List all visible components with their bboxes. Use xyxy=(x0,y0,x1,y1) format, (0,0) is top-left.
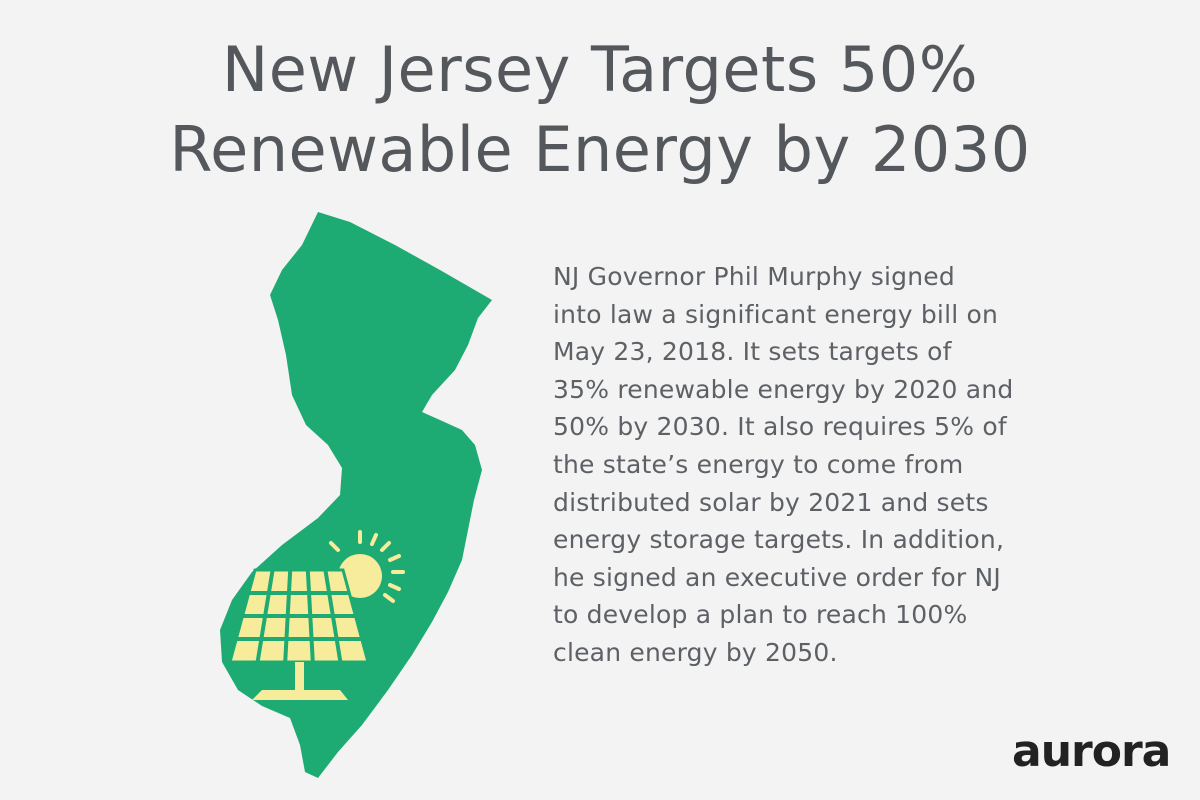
body-text: NJ Governor Phil Murphy signed into law a… xyxy=(553,258,1013,672)
body-line: 50% by 2030. It also requires 5% of xyxy=(553,412,1007,442)
title-line: Renewable Energy by 2030 xyxy=(169,113,1031,186)
logo: aurora xyxy=(1012,726,1171,777)
body-line: distributed solar by 2021 and sets xyxy=(553,487,989,517)
body-line: to develop a plan to reach 100% xyxy=(553,600,968,630)
body-line: into law a significant energy bill on xyxy=(553,299,999,329)
title: New Jersey Targets 50% Renewable Energy b… xyxy=(0,30,1200,190)
body-line: the state’s energy to come from xyxy=(553,449,964,479)
solar-panel-icon xyxy=(228,568,370,700)
body-line: he signed an executive order for NJ xyxy=(553,562,1001,592)
body-line: NJ Governor Phil Murphy signed xyxy=(553,262,955,291)
title-line: New Jersey Targets 50% xyxy=(221,33,979,106)
body-line: clean energy by 2050. xyxy=(553,637,838,667)
body-line: 35% renewable energy by 2020 and xyxy=(553,374,1014,404)
body-line: May 23, 2018. It sets targets of xyxy=(553,337,952,367)
body-line: energy storage targets. In addition, xyxy=(553,525,1005,555)
